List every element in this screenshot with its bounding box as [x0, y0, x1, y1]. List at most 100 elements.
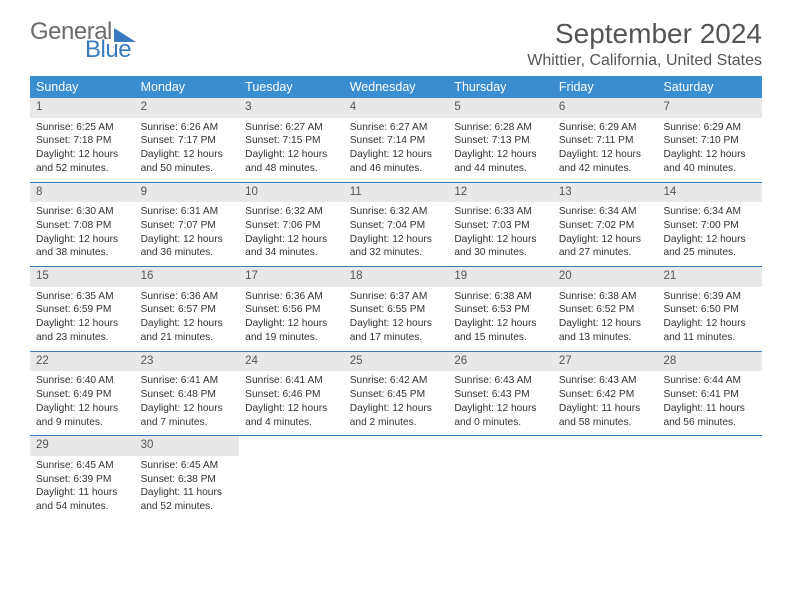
- day-cell: 21Sunrise: 6:39 AMSunset: 6:50 PMDayligh…: [657, 267, 762, 351]
- day-content: Sunrise: 6:34 AMSunset: 7:00 PMDaylight:…: [657, 202, 762, 266]
- day-cell: 13Sunrise: 6:34 AMSunset: 7:02 PMDayligh…: [553, 183, 658, 267]
- sunrise-line: Sunrise: 6:41 AM: [141, 374, 234, 388]
- day-cell: 30Sunrise: 6:45 AMSunset: 6:38 PMDayligh…: [135, 436, 240, 520]
- sunrise-line: Sunrise: 6:27 AM: [350, 121, 443, 135]
- day-cell: 7Sunrise: 6:29 AMSunset: 7:10 PMDaylight…: [657, 98, 762, 182]
- day-content: Sunrise: 6:32 AMSunset: 7:04 PMDaylight:…: [344, 202, 449, 266]
- day-content: Sunrise: 6:38 AMSunset: 6:53 PMDaylight:…: [448, 287, 553, 351]
- sunset-line: Sunset: 7:18 PM: [36, 134, 129, 148]
- day-cell: 18Sunrise: 6:37 AMSunset: 6:55 PMDayligh…: [344, 267, 449, 351]
- day-number: 14: [657, 183, 762, 203]
- day-number: 8: [30, 183, 135, 203]
- sunrise-line: Sunrise: 6:25 AM: [36, 121, 129, 135]
- daylight-line: Daylight: 12 hours and 27 minutes.: [559, 233, 652, 261]
- weekday-header: Thursday: [448, 76, 553, 98]
- day-content: Sunrise: 6:40 AMSunset: 6:49 PMDaylight:…: [30, 371, 135, 435]
- weekday-header: Monday: [135, 76, 240, 98]
- month-title: September 2024: [527, 18, 762, 50]
- weekday-header: Wednesday: [344, 76, 449, 98]
- sunset-line: Sunset: 7:17 PM: [141, 134, 234, 148]
- day-cell: 17Sunrise: 6:36 AMSunset: 6:56 PMDayligh…: [239, 267, 344, 351]
- sunrise-line: Sunrise: 6:42 AM: [350, 374, 443, 388]
- day-number: 22: [30, 352, 135, 372]
- page-header: General Blue September 2024 Whittier, Ca…: [30, 18, 762, 70]
- day-cell: 5Sunrise: 6:28 AMSunset: 7:13 PMDaylight…: [448, 98, 553, 182]
- day-content: Sunrise: 6:39 AMSunset: 6:50 PMDaylight:…: [657, 287, 762, 351]
- day-number: 18: [344, 267, 449, 287]
- day-cell: 1Sunrise: 6:25 AMSunset: 7:18 PMDaylight…: [30, 98, 135, 182]
- daylight-line: Daylight: 12 hours and 50 minutes.: [141, 148, 234, 176]
- sunrise-line: Sunrise: 6:28 AM: [454, 121, 547, 135]
- sunset-line: Sunset: 7:14 PM: [350, 134, 443, 148]
- day-content: Sunrise: 6:45 AMSunset: 6:38 PMDaylight:…: [135, 456, 240, 520]
- week-row: 22Sunrise: 6:40 AMSunset: 6:49 PMDayligh…: [30, 352, 762, 437]
- sunrise-line: Sunrise: 6:35 AM: [36, 290, 129, 304]
- day-number: 13: [553, 183, 658, 203]
- daylight-line: Daylight: 11 hours and 52 minutes.: [141, 486, 234, 514]
- daylight-line: Daylight: 12 hours and 23 minutes.: [36, 317, 129, 345]
- day-number: 23: [135, 352, 240, 372]
- day-number: 24: [239, 352, 344, 372]
- day-number: 19: [448, 267, 553, 287]
- daylight-line: Daylight: 11 hours and 58 minutes.: [559, 402, 652, 430]
- week-row: 1Sunrise: 6:25 AMSunset: 7:18 PMDaylight…: [30, 98, 762, 183]
- day-cell: 6Sunrise: 6:29 AMSunset: 7:11 PMDaylight…: [553, 98, 658, 182]
- day-number: 21: [657, 267, 762, 287]
- day-content: Sunrise: 6:28 AMSunset: 7:13 PMDaylight:…: [448, 118, 553, 182]
- weekday-header: Tuesday: [239, 76, 344, 98]
- day-content: Sunrise: 6:36 AMSunset: 6:57 PMDaylight:…: [135, 287, 240, 351]
- day-content: Sunrise: 6:34 AMSunset: 7:02 PMDaylight:…: [553, 202, 658, 266]
- day-content: Sunrise: 6:26 AMSunset: 7:17 PMDaylight:…: [135, 118, 240, 182]
- sunset-line: Sunset: 6:45 PM: [350, 388, 443, 402]
- daylight-line: Daylight: 12 hours and 13 minutes.: [559, 317, 652, 345]
- day-content: Sunrise: 6:27 AMSunset: 7:14 PMDaylight:…: [344, 118, 449, 182]
- day-cell: 11Sunrise: 6:32 AMSunset: 7:04 PMDayligh…: [344, 183, 449, 267]
- daylight-line: Daylight: 12 hours and 19 minutes.: [245, 317, 338, 345]
- day-cell: [344, 436, 449, 520]
- day-cell: 28Sunrise: 6:44 AMSunset: 6:41 PMDayligh…: [657, 352, 762, 436]
- sunrise-line: Sunrise: 6:32 AM: [245, 205, 338, 219]
- sunrise-line: Sunrise: 6:43 AM: [454, 374, 547, 388]
- daylight-line: Daylight: 12 hours and 0 minutes.: [454, 402, 547, 430]
- day-content: Sunrise: 6:31 AMSunset: 7:07 PMDaylight:…: [135, 202, 240, 266]
- sunrise-line: Sunrise: 6:45 AM: [141, 459, 234, 473]
- day-number: 4: [344, 98, 449, 118]
- sunset-line: Sunset: 6:50 PM: [663, 303, 756, 317]
- day-number: 5: [448, 98, 553, 118]
- sunrise-line: Sunrise: 6:40 AM: [36, 374, 129, 388]
- sunrise-line: Sunrise: 6:36 AM: [245, 290, 338, 304]
- daylight-line: Daylight: 12 hours and 21 minutes.: [141, 317, 234, 345]
- sunset-line: Sunset: 6:49 PM: [36, 388, 129, 402]
- day-cell: 27Sunrise: 6:43 AMSunset: 6:42 PMDayligh…: [553, 352, 658, 436]
- day-cell: 14Sunrise: 6:34 AMSunset: 7:00 PMDayligh…: [657, 183, 762, 267]
- day-content: Sunrise: 6:43 AMSunset: 6:43 PMDaylight:…: [448, 371, 553, 435]
- day-cell: 26Sunrise: 6:43 AMSunset: 6:43 PMDayligh…: [448, 352, 553, 436]
- day-content: Sunrise: 6:29 AMSunset: 7:10 PMDaylight:…: [657, 118, 762, 182]
- logo-text-blue: Blue: [85, 36, 136, 64]
- day-content: Sunrise: 6:41 AMSunset: 6:48 PMDaylight:…: [135, 371, 240, 435]
- day-number: 25: [344, 352, 449, 372]
- week-row: 8Sunrise: 6:30 AMSunset: 7:08 PMDaylight…: [30, 183, 762, 268]
- sunrise-line: Sunrise: 6:26 AM: [141, 121, 234, 135]
- day-cell: [657, 436, 762, 520]
- daylight-line: Daylight: 12 hours and 48 minutes.: [245, 148, 338, 176]
- day-content: Sunrise: 6:27 AMSunset: 7:15 PMDaylight:…: [239, 118, 344, 182]
- sunrise-line: Sunrise: 6:30 AM: [36, 205, 129, 219]
- day-number: 10: [239, 183, 344, 203]
- weekday-header: Saturday: [657, 76, 762, 98]
- sunrise-line: Sunrise: 6:31 AM: [141, 205, 234, 219]
- sunrise-line: Sunrise: 6:34 AM: [559, 205, 652, 219]
- sunset-line: Sunset: 6:59 PM: [36, 303, 129, 317]
- sunrise-line: Sunrise: 6:29 AM: [663, 121, 756, 135]
- day-cell: 16Sunrise: 6:36 AMSunset: 6:57 PMDayligh…: [135, 267, 240, 351]
- day-cell: 3Sunrise: 6:27 AMSunset: 7:15 PMDaylight…: [239, 98, 344, 182]
- day-number: 7: [657, 98, 762, 118]
- day-content: Sunrise: 6:43 AMSunset: 6:42 PMDaylight:…: [553, 371, 658, 435]
- daylight-line: Daylight: 12 hours and 17 minutes.: [350, 317, 443, 345]
- daylight-line: Daylight: 12 hours and 44 minutes.: [454, 148, 547, 176]
- daylight-line: Daylight: 12 hours and 34 minutes.: [245, 233, 338, 261]
- sunset-line: Sunset: 6:46 PM: [245, 388, 338, 402]
- daylight-line: Daylight: 12 hours and 11 minutes.: [663, 317, 756, 345]
- daylight-line: Daylight: 12 hours and 32 minutes.: [350, 233, 443, 261]
- sunrise-line: Sunrise: 6:36 AM: [141, 290, 234, 304]
